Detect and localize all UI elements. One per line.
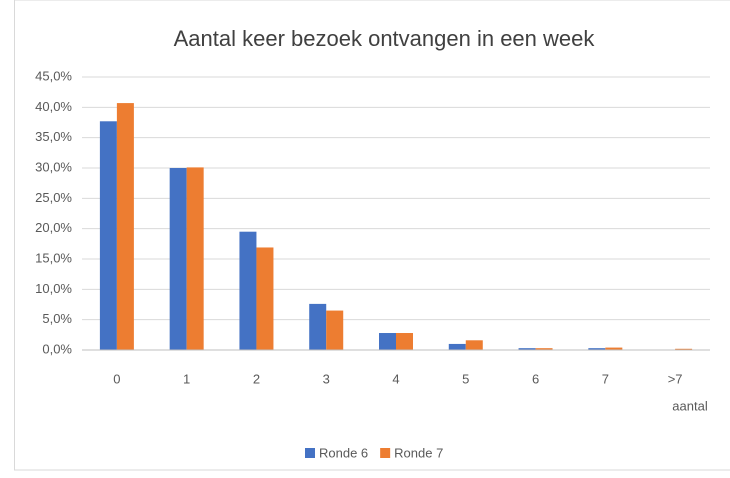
y-tick-label: 15,0% — [35, 250, 72, 265]
y-tick-label: 30,0% — [35, 159, 72, 174]
legend-label: Ronde 7 — [394, 445, 443, 460]
legend-label: Ronde 6 — [319, 445, 368, 460]
x-tick-label: 1 — [183, 371, 190, 386]
y-tick-label: 20,0% — [35, 220, 72, 235]
x-axis-label: aantal — [672, 398, 708, 413]
bar — [396, 333, 413, 350]
y-tick-label: 25,0% — [35, 190, 72, 205]
y-tick-label: 45,0% — [35, 68, 72, 83]
bar — [675, 348, 693, 350]
x-tick-label: 6 — [532, 371, 539, 386]
bar — [99, 121, 117, 350]
bar — [169, 168, 187, 350]
x-tick-label: 4 — [392, 371, 399, 386]
bar — [465, 340, 483, 350]
bar — [448, 343, 466, 350]
x-tick-label: 0 — [113, 371, 120, 386]
chart-title: Aantal keer bezoek ontvangen in een week — [174, 26, 596, 51]
x-tick-label: >7 — [668, 371, 683, 386]
bar — [116, 103, 134, 350]
bar — [379, 333, 396, 350]
legend-swatch — [305, 448, 315, 458]
y-tick-label: 0,0% — [42, 341, 72, 356]
bar — [605, 347, 623, 350]
bar — [309, 303, 327, 350]
bar — [535, 348, 553, 350]
legend-swatch — [380, 448, 391, 458]
y-tick-label: 35,0% — [35, 129, 72, 144]
bar — [518, 348, 536, 350]
bar — [256, 247, 274, 350]
y-tick-label: 40,0% — [35, 99, 72, 114]
y-tick-label: 10,0% — [35, 281, 72, 296]
bar — [326, 310, 344, 350]
bar — [239, 231, 257, 350]
x-tick-label: 2 — [253, 371, 260, 386]
x-tick-label: 5 — [462, 371, 469, 386]
x-tick-label: 7 — [602, 371, 609, 386]
x-tick-label: 3 — [323, 371, 330, 386]
bar — [588, 348, 606, 350]
bar — [186, 167, 204, 350]
y-tick-label: 5,0% — [42, 311, 72, 326]
